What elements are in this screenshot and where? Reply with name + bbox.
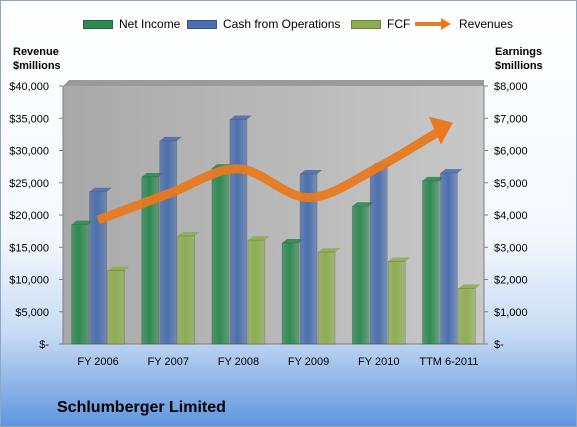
x-tick-label: FY 2007 [148,356,189,368]
legend-label-cash-from-operations: Cash from Operations [223,17,341,31]
revenues-arrowhead [428,116,453,145]
legend-label-revenues: Revenues [459,17,514,31]
bar-cash-from-operations [229,119,248,345]
left-axis-title-line-1: Revenue [13,46,59,58]
right-tick-label: $3,000 [494,242,528,254]
right-tick-label: $7,000 [494,113,528,125]
left-tick-label: $35,000 [9,113,49,125]
bar-net-income-top [282,239,305,244]
bar-cash-from-operations-top [300,170,323,175]
left-tick-label: $25,000 [9,178,49,190]
x-tick-label: FY 2009 [288,356,329,368]
x-tick-label: TTM 6-2011 [419,356,478,368]
left-tick-label: $- [39,339,49,351]
left-axis-title: Revenue $millions [13,45,61,73]
right-axis-title: Earnings $millions [495,45,543,73]
bar-fcf [387,261,406,345]
legend-item-cash-from-operations: Cash from Operations [187,17,340,31]
bar-cash-from-operations-top [89,187,112,192]
left-tick-label: $10,000 [9,275,49,287]
bar-net-income [211,167,230,345]
left-tick-label: $30,000 [9,146,49,158]
right-tick-label: $6,000 [494,146,528,158]
legend: Net Income Cash from Operations FCF Reve… [1,15,576,35]
x-tick-label: FY 2006 [77,356,118,368]
bar-net-income-top [71,220,94,225]
bar-fcf-top [318,248,341,253]
bar-cash-from-operations-top [229,115,252,120]
bar-fcf-top [107,266,130,271]
bar-net-income [351,205,370,345]
left-axis-title-line-2: $millions [13,60,61,72]
left-tick-label: $5,000 [15,307,49,319]
right-tick-label: $5,000 [494,178,528,190]
legend-swatch-fcf [351,19,381,29]
bar-fcf-top [247,236,270,241]
bar-cash-from-operations [159,140,178,345]
bar-fcf [458,288,476,345]
bar-cash-from-operations [299,173,318,345]
bar-fcf-top [388,257,411,262]
bar-net-income-top [422,176,445,181]
bar-fcf-top [458,284,481,289]
bar-fcf [247,239,266,345]
bar-cash-from-operations-top [440,169,463,174]
left-tick-label: $40,000 [9,81,49,93]
legend-swatch-cash-from-operations [187,19,217,29]
legend-item-revenues: Revenues [413,17,513,31]
bar-fcf-top [177,231,200,236]
bar-fcf [177,235,196,345]
legend-item-net-income: Net Income [83,17,180,31]
right-tick-label: $1,000 [494,307,528,319]
x-tick-label: FY 2010 [358,356,399,368]
right-tick-label: $2,000 [494,275,528,287]
right-axis-title-line-2: $millions [495,60,543,72]
left-tick-label: $15,000 [9,242,49,254]
legend-label-net-income: Net Income [119,17,181,31]
legend-arrow-revenues [415,18,451,30]
bar-cash-from-operations [89,191,107,345]
company-name: Schlumberger Limited [57,399,226,416]
plot-area [63,86,484,344]
bar-cash-from-operations-top [159,136,182,141]
bar-net-income-top [352,202,375,207]
legend-swatch-net-income [83,19,113,29]
legend-label-fcf: FCF [387,17,411,31]
bar-cash-from-operations [369,166,388,345]
bar-net-income [141,176,160,345]
right-tick-label: $8,000 [494,81,528,93]
bar-net-income [422,180,440,345]
bar-net-income [281,242,300,345]
left-tick-label: $20,000 [9,210,49,222]
revenues-line [96,127,441,225]
x-tick-label: FY 2008 [218,356,259,368]
bar-net-income-top [141,172,164,177]
bar-fcf [107,270,125,345]
right-tick-label: $4,000 [494,210,528,222]
bar-cash-from-operations [440,172,458,345]
bar-fcf [317,251,336,345]
legend-item-fcf: FCF [351,17,410,31]
right-tick-label: $- [494,339,504,351]
right-axis-title-line-1: Earnings [495,46,543,58]
bar-net-income [71,224,89,345]
